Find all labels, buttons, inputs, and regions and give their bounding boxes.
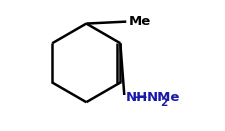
Text: Me: Me [129, 15, 151, 28]
Text: NMe: NMe [146, 91, 180, 104]
Text: 2: 2 [160, 99, 167, 108]
Text: NH: NH [126, 91, 148, 104]
Text: —: — [133, 91, 147, 104]
